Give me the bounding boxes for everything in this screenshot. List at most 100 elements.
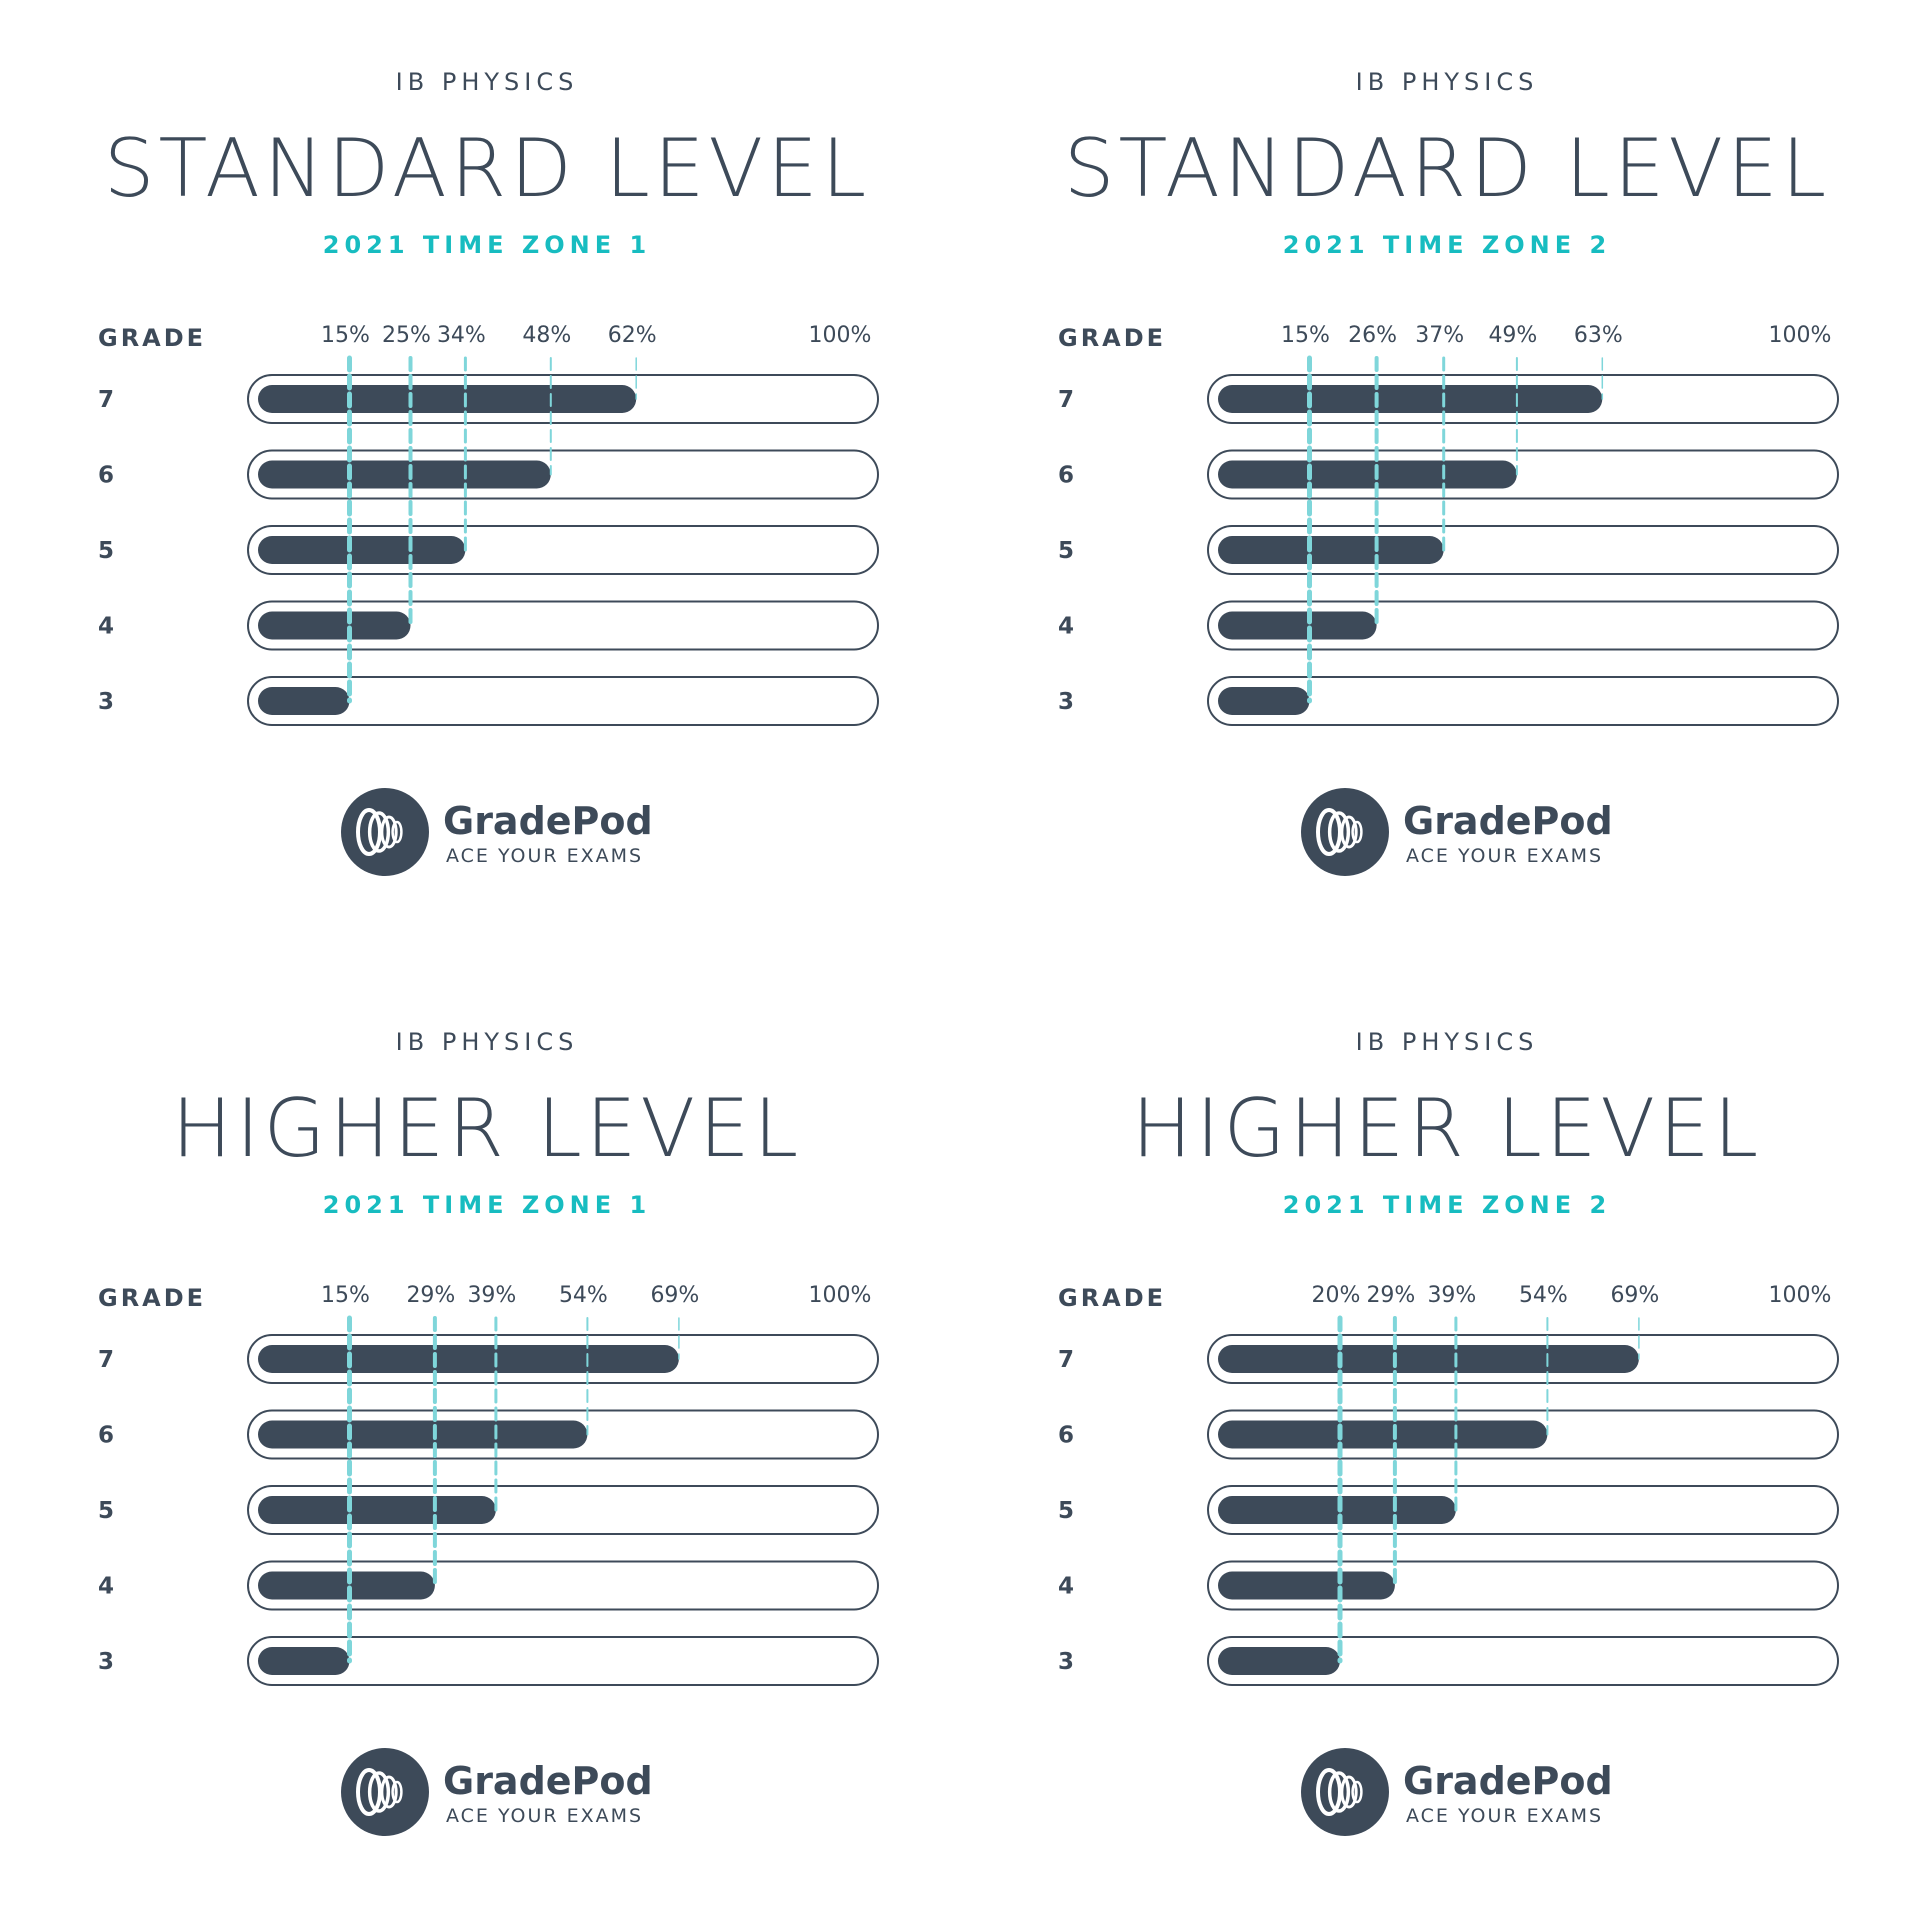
threshold-tick-label: 15% bbox=[1281, 323, 1330, 348]
brand-tagline: ACE YOUR EXAMS bbox=[446, 1805, 643, 1827]
grade-label: 7 bbox=[1058, 1347, 1074, 1373]
threshold-tick-label: 25% bbox=[382, 323, 431, 348]
grade-chart: IB PHYSICS HIGHER LEVEL 2021 TIME ZONE 2 GR… bbox=[1058, 1028, 1839, 1836]
grade-axis-label: GRADE bbox=[1058, 324, 1166, 352]
threshold-tick-label: 29% bbox=[1366, 1283, 1415, 1308]
logo-ring bbox=[1340, 1775, 1358, 1809]
logo-ring bbox=[1340, 815, 1358, 849]
grade-bar bbox=[1218, 460, 1517, 489]
grade-axis-label: GRADE bbox=[98, 324, 206, 352]
chart-title: STANDARD LEVEL bbox=[104, 122, 871, 215]
grade-label: 3 bbox=[1058, 689, 1074, 715]
threshold-tick-label: 39% bbox=[467, 1283, 516, 1308]
threshold-tick-label: 26% bbox=[1348, 323, 1397, 348]
grade-chart: IB PHYSICS HIGHER LEVEL 2021 TIME ZONE 1 GR… bbox=[98, 1028, 879, 1836]
bar-track bbox=[1207, 676, 1839, 726]
threshold-tick-label: 54% bbox=[559, 1283, 608, 1308]
brand-tagline: ACE YOUR EXAMS bbox=[1406, 1805, 1603, 1827]
threshold-tick-label: 37% bbox=[1415, 323, 1464, 348]
grade-axis-label: GRADE bbox=[98, 1284, 206, 1312]
grade-label: 4 bbox=[1058, 614, 1074, 640]
grade-bar bbox=[258, 1571, 435, 1600]
axis-max-label: 100% bbox=[1769, 323, 1832, 348]
grade-bar bbox=[258, 1647, 350, 1675]
brand-name: GradePod bbox=[1403, 799, 1613, 843]
threshold-tick-label: 62% bbox=[608, 323, 657, 348]
logo-ring bbox=[391, 1780, 403, 1804]
logo-ring bbox=[1327, 1771, 1351, 1813]
logo-ring bbox=[380, 815, 398, 849]
gradepod-logo-icon bbox=[1301, 788, 1389, 876]
axis-max-label: 100% bbox=[809, 1283, 872, 1308]
threshold-tick-label: 39% bbox=[1427, 1283, 1476, 1308]
grade-label: 6 bbox=[1058, 1423, 1074, 1449]
chart-panel: IB PHYSICS STANDARD LEVEL 2021 TIME ZONE 2… bbox=[960, 0, 1920, 960]
chart-subtitle: 2021 TIME ZONE 1 bbox=[323, 231, 651, 259]
brand-tagline: ACE YOUR EXAMS bbox=[446, 845, 643, 867]
brand-name: GradePod bbox=[443, 799, 653, 843]
grade-bar bbox=[1218, 687, 1310, 715]
logo-ring bbox=[1316, 808, 1342, 856]
logo-ring bbox=[356, 808, 382, 856]
axis-max-label: 100% bbox=[809, 323, 872, 348]
grade-label: 4 bbox=[98, 1574, 114, 1600]
grade-bar bbox=[1218, 385, 1603, 413]
grade-bar bbox=[258, 460, 551, 489]
grade-bar bbox=[1218, 1420, 1548, 1449]
threshold-tick-label: 29% bbox=[406, 1283, 455, 1308]
gradepod-logo-icon bbox=[341, 1748, 429, 1836]
logo-ring bbox=[1327, 811, 1351, 853]
logo-ring bbox=[391, 820, 403, 844]
brand-name: GradePod bbox=[443, 1759, 653, 1803]
grade-bar bbox=[1218, 536, 1444, 564]
logo-ring bbox=[1351, 820, 1363, 844]
chart-title: HIGHER LEVEL bbox=[172, 1082, 802, 1175]
bar-track bbox=[1207, 1636, 1839, 1686]
threshold-tick-label: 49% bbox=[1488, 323, 1537, 348]
threshold-tick-label: 69% bbox=[1610, 1283, 1659, 1308]
threshold-tick-label: 15% bbox=[321, 323, 370, 348]
subject-label: IB PHYSICS bbox=[1356, 1028, 1539, 1056]
grade-bar bbox=[258, 687, 350, 715]
grade-bar bbox=[1218, 611, 1377, 640]
subject-label: IB PHYSICS bbox=[396, 1028, 579, 1056]
grade-bar bbox=[258, 385, 637, 413]
grade-label: 5 bbox=[1058, 538, 1074, 564]
grade-bar bbox=[1218, 1496, 1456, 1524]
threshold-tick-label: 69% bbox=[650, 1283, 699, 1308]
chart-subtitle: 2021 TIME ZONE 2 bbox=[1283, 231, 1611, 259]
grade-bar bbox=[258, 1345, 679, 1373]
grade-label: 6 bbox=[1058, 463, 1074, 489]
logo-ring bbox=[380, 1775, 398, 1809]
bar-track bbox=[247, 600, 879, 651]
grade-label: 3 bbox=[1058, 1649, 1074, 1675]
chart-title: HIGHER LEVEL bbox=[1132, 1082, 1762, 1175]
grade-label: 6 bbox=[98, 463, 114, 489]
grade-label: 6 bbox=[98, 1423, 114, 1449]
grade-label: 7 bbox=[98, 387, 114, 413]
axis-max-label: 100% bbox=[1769, 1283, 1832, 1308]
chart-panel: IB PHYSICS STANDARD LEVEL 2021 TIME ZONE 1… bbox=[0, 0, 960, 960]
chart-panel: IB PHYSICS HIGHER LEVEL 2021 TIME ZONE 2 GR… bbox=[960, 960, 1920, 1920]
grade-bar bbox=[258, 536, 466, 564]
bar-track bbox=[247, 1636, 879, 1686]
brand-tagline: ACE YOUR EXAMS bbox=[1406, 845, 1603, 867]
brand-name: GradePod bbox=[1403, 1759, 1613, 1803]
logo-ring bbox=[367, 811, 391, 853]
threshold-tick-label: 15% bbox=[321, 1283, 370, 1308]
threshold-tick-label: 54% bbox=[1519, 1283, 1568, 1308]
grade-bar bbox=[1218, 1647, 1340, 1675]
logo-ring bbox=[1351, 1780, 1363, 1804]
subject-label: IB PHYSICS bbox=[396, 68, 579, 96]
grade-label: 5 bbox=[98, 538, 114, 564]
grade-label: 3 bbox=[98, 1649, 114, 1675]
grade-label: 7 bbox=[98, 1347, 114, 1373]
gradepod-logo-icon bbox=[1301, 1748, 1389, 1836]
chart-subtitle: 2021 TIME ZONE 2 bbox=[1283, 1191, 1611, 1219]
logo-ring bbox=[367, 1771, 391, 1813]
chart-title: STANDARD LEVEL bbox=[1064, 122, 1831, 215]
chart-subtitle: 2021 TIME ZONE 1 bbox=[323, 1191, 651, 1219]
